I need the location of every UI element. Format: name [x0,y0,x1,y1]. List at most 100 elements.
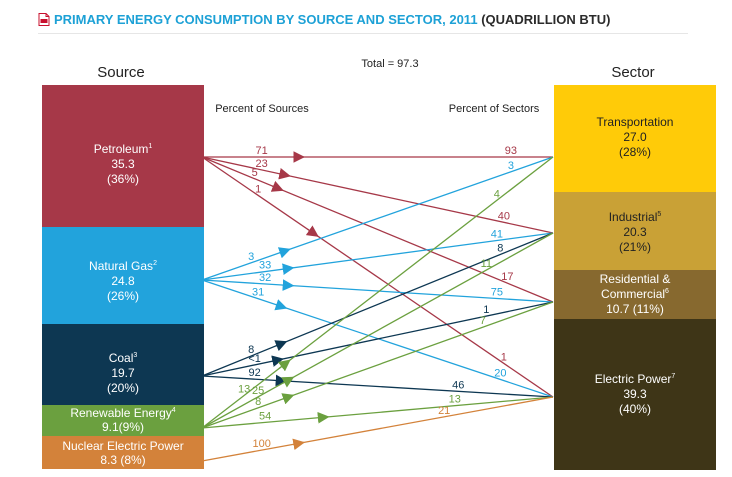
flow-label-pct-of-sector-renewable-to-transportation: 4 [494,188,500,200]
flow-arrow-renewable-to-industrial [281,376,295,388]
sector-heading: Sector [611,64,654,81]
flow-arrow-petroleum-to-electric-power [305,225,319,237]
flow-label-pct-of-sector-coal-to-electric-power: 46 [452,379,464,391]
petroleum-source-box [42,85,204,227]
flow-label-pct-of-sector-coal-to-residential-commercial: 1 [483,304,489,316]
flow-label-pct-of-source-coal-to-electric-power: 92 [249,367,261,379]
flow-label-pct-of-sector-petroleum-to-transportation: 93 [505,145,517,157]
flow-line-coal-to-electric-power [201,375,554,398]
flow-label-pct-of-source-renewable-to-transportation: 13 [238,383,250,395]
source-heading: Source [97,64,145,81]
flow-line-natural-gas-to-industrial [201,232,554,281]
flow-label-pct-of-source-nuclear-to-electric-power: 100 [252,438,270,450]
electric-power-sector-name: Electric Power7 [595,372,676,386]
left-caption: Percent of Sources [215,103,309,115]
flow-arrow-petroleum-to-industrial [278,168,291,180]
flow-label-pct-of-sector-petroleum-to-electric-power: 1 [501,351,507,363]
residential-commercial-sector-name: Residential & [600,272,671,286]
flow-label-pct-of-sector-petroleum-to-industrial: 40 [498,210,510,222]
electric-power-sector-pct: (40%) [619,402,651,416]
flow-label-pct-of-sector-coal-to-industrial: 8 [497,242,503,254]
flow-label-pct-of-sector-renewable-to-electric-power: 13 [449,394,461,406]
coal-source-value: 19.7 [111,366,135,380]
petroleum-source-value: 35.3 [111,157,135,171]
flow-arrow-renewable-to-transportation [277,359,291,372]
flow-arrow-natural-gas-to-electric-power [274,299,288,311]
flow-line-natural-gas-to-transportation [201,156,554,281]
electric-power-sector-value: 39.3 [623,387,647,401]
flow-label-pct-of-sector-nuclear-to-electric-power: 21 [438,405,450,417]
coal-source-box [42,324,204,405]
flow-label-pct-of-source-renewable-to-electric-power: 54 [259,410,271,422]
transportation-sector-pct: (28%) [619,145,651,159]
flow-label-pct-of-sector-natural-gas-to-industrial: 41 [491,229,503,241]
industrial-sector-value: 20.3 [623,225,647,239]
flow-arrow-coal-to-electric-power [275,374,288,387]
renewable-source-value: 9.1(9%) [102,420,144,434]
flow-arrow-nuclear-to-electric-power [292,438,305,451]
flow-label-pct-of-sector-petroleum-to-residential-commercial: 17 [501,271,513,283]
flow-arrow-natural-gas-to-residential-commercial [282,279,295,291]
flow-line-renewable-to-industrial [201,232,554,429]
title-text: PRIMARY ENERGY CONSUMPTION BY SOURCE AND… [54,12,478,27]
flow-label-pct-of-source-coal-to-residential-commercial: <1 [248,353,261,365]
flow-line-coal-to-residential-commercial [201,301,554,377]
petroleum-source-pct: (36%) [107,172,139,186]
flow-line-petroleum-to-residential-commercial [201,156,554,303]
page-header: PRIMARY ENERGY CONSUMPTION BY SOURCE AND… [38,11,688,34]
industrial-sector-pct: (21%) [619,240,651,254]
flow-arrow-renewable-to-residential-commercial [281,393,295,405]
flow-line-coal-to-industrial [201,232,554,377]
pdf-icon[interactable] [38,13,50,26]
flow-arrow-renewable-to-electric-power [317,411,330,424]
industrial-sector-box [554,192,716,270]
renewable-source-name: Renewable Energy4 [70,406,175,420]
nuclear-source-box [42,436,204,469]
natural-gas-source-pct: (26%) [107,289,139,303]
right-caption: Percent of Sectors [449,103,540,115]
natural-gas-source-value: 24.8 [111,274,135,288]
flow-arrow-petroleum-to-residential-commercial [270,180,284,192]
flow-label-pct-of-source-natural-gas-to-industrial: 33 [259,260,271,272]
title-units: (QUADRILLION BTU) [481,12,611,27]
flow-arrow-natural-gas-to-industrial [282,263,295,275]
flow-line-petroleum-to-industrial [201,156,554,234]
residential-commercial-sector-value: 10.7 (11%) [606,302,664,316]
transportation-sector-box [554,85,716,192]
nuclear-source-name: Nuclear Electric Power [62,439,183,453]
flow-label-pct-of-sector-natural-gas-to-residential-commercial: 75 [491,286,503,298]
petroleum-source-name: Petroleum1 [94,142,153,156]
flow-label-pct-of-source-natural-gas-to-electric-power: 31 [252,287,264,299]
transportation-sector-value: 27.0 [623,130,647,144]
flow-label-pct-of-source-natural-gas-to-transportation: 3 [248,251,254,263]
industrial-sector-name: Industrial5 [609,210,662,224]
flow-arrow-natural-gas-to-transportation [277,247,291,259]
flow-line-petroleum-to-electric-power [201,156,554,398]
flow-line-renewable-to-electric-power [201,396,554,429]
flow-label-pct-of-source-petroleum-to-industrial: 23 [256,158,268,170]
flow-line-nuclear-to-electric-power [201,396,554,462]
transportation-sector-name: Transportation [597,115,674,129]
flow-label-pct-of-source-petroleum-to-electric-power: 1 [255,183,261,195]
flow-label-pct-of-source-natural-gas-to-residential-commercial: 32 [259,272,271,284]
flow-label-pct-of-source-renewable-to-industrial: 25 [252,385,264,397]
flow-label-pct-of-source-petroleum-to-residential-commercial: 5 [252,167,258,179]
flow-label-pct-of-source-petroleum-to-transportation: 71 [256,145,268,157]
flow-arrow-coal-to-residential-commercial [271,355,284,367]
flow-label-pct-of-sector-renewable-to-residential-commercial: 7 [480,315,486,327]
flow-arrow-coal-to-industrial [274,340,288,352]
coal-source-pct: (20%) [107,381,139,395]
electric-power-sector-box [554,319,716,470]
flow-line-renewable-to-residential-commercial [201,301,554,429]
nuclear-source-value: 8.3 (8%) [100,453,145,467]
flow-label-pct-of-sector-renewable-to-industrial: 11 [481,258,492,270]
flow-label-pct-of-source-renewable-to-residential-commercial: 8 [255,396,261,408]
renewable-source-box [42,405,204,436]
flow-label-pct-of-sector-natural-gas-to-electric-power: 20 [494,367,506,379]
flow-label-pct-of-source-coal-to-industrial: 8 [248,344,254,356]
page-title: PRIMARY ENERGY CONSUMPTION BY SOURCE AND… [54,12,610,27]
flow-line-renewable-to-transportation [201,156,554,429]
flow-label-pct-of-sector-natural-gas-to-transportation: 3 [508,160,514,172]
coal-source-name: Coal3 [109,351,138,365]
